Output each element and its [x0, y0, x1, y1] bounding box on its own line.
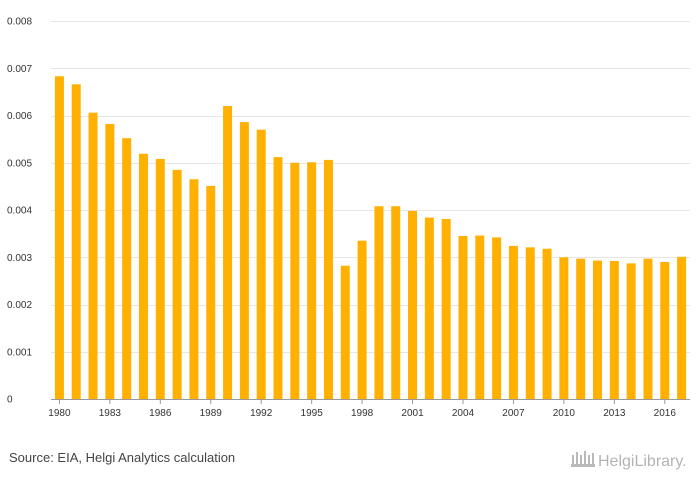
y-tick-label: 0.004: [7, 206, 32, 217]
y-tick-label: 0.003: [7, 253, 32, 264]
x-tick-label: 2004: [452, 408, 475, 419]
bar-2013: [609, 261, 619, 399]
y-tick-label: 0.007: [7, 64, 32, 75]
bar-1982: [88, 112, 98, 399]
x-tick-label: 2013: [603, 408, 626, 419]
bar-1993: [273, 157, 283, 399]
bar-1986: [155, 158, 165, 399]
x-tick-label: 2001: [401, 408, 424, 419]
x-tick-label: 1995: [301, 408, 324, 419]
bar-2001: [408, 210, 418, 399]
bar-2010: [559, 257, 569, 399]
bar-2004: [458, 235, 468, 399]
y-tick-label: 0.006: [7, 111, 32, 122]
bars: [54, 76, 687, 400]
library-building-icon: [571, 451, 595, 467]
x-tick-label: 1989: [200, 408, 223, 419]
x-tick-label: 1986: [149, 408, 172, 419]
bar-2002: [424, 217, 434, 399]
bar-2009: [542, 248, 552, 399]
bar-2007: [508, 245, 518, 399]
bar-2005: [475, 235, 485, 399]
bar-1981: [71, 84, 81, 399]
bar-1997: [340, 265, 350, 399]
logo-text: HelgiLibrary.: [598, 453, 687, 470]
x-tick-label: 1980: [48, 408, 71, 419]
bar-1983: [105, 124, 115, 399]
bar-1996: [323, 159, 333, 399]
y-tick-label: 0.002: [7, 300, 32, 311]
y-tick-label: 0.001: [7, 347, 32, 358]
bar-2011: [576, 258, 586, 399]
bar-2014: [626, 263, 636, 399]
x-tick-label: 1998: [351, 408, 374, 419]
bar-2015: [643, 258, 653, 399]
bar-2017: [677, 256, 687, 399]
bar-1999: [374, 206, 384, 399]
bar-2000: [391, 206, 401, 399]
y-tick-label: 0.008: [7, 17, 32, 28]
bar-1985: [138, 153, 148, 399]
bar-1990: [223, 106, 233, 400]
y-axis-tick-labels: 0 0.001 0.002 0.003 0.004 0.005 0.006 0.007 0.00…: [7, 17, 32, 406]
y-tick-label: 0: [7, 395, 13, 406]
bar-1994: [290, 162, 300, 399]
bar-1989: [206, 185, 216, 399]
bar-2006: [492, 237, 502, 399]
bar-2008: [525, 247, 535, 399]
bar-2012: [593, 260, 603, 399]
bar-1984: [122, 138, 132, 399]
source-note: Source: EIA, Helgi Analytics calculation: [9, 450, 235, 465]
x-axis-ticks: 1980 1983 1986 1989 1992 1995 1998 2001 2004 2007…: [48, 399, 676, 419]
helgi-library-logo: HelgiLibrary.: [571, 451, 687, 470]
bar-1998: [357, 240, 367, 399]
x-tick-label: 1992: [250, 408, 273, 419]
bar-2016: [660, 261, 670, 399]
bar-1980: [54, 76, 64, 399]
x-tick-label: 2007: [502, 408, 525, 419]
x-tick-label: 1983: [99, 408, 122, 419]
x-tick-label: 2010: [553, 408, 576, 419]
bar-1988: [189, 179, 199, 399]
bar-1987: [172, 169, 182, 399]
y-tick-label: 0.005: [7, 158, 32, 169]
bar-1991: [239, 122, 249, 400]
bar-1992: [256, 129, 266, 399]
x-tick-label: 2016: [654, 408, 677, 419]
bar-1995: [307, 162, 317, 399]
bar-2003: [441, 218, 451, 399]
